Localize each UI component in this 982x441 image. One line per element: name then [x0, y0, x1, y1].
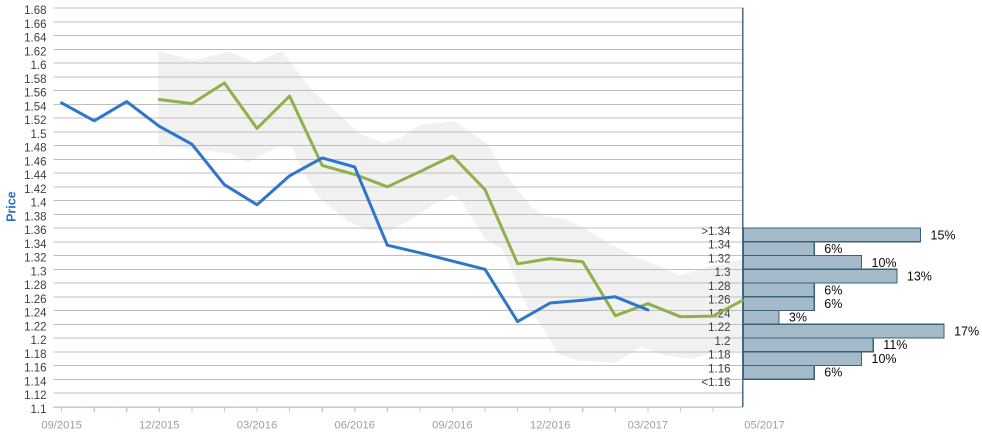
svg-text:1.46: 1.46: [24, 156, 46, 168]
svg-text:1.38: 1.38: [24, 211, 46, 223]
svg-text:1.36: 1.36: [24, 225, 46, 237]
svg-text:1.16: 1.16: [708, 363, 730, 375]
svg-text:1.22: 1.22: [24, 321, 46, 333]
svg-text:1.22: 1.22: [708, 322, 730, 334]
svg-text:Price: Price: [4, 191, 18, 222]
svg-text:>1.34: >1.34: [701, 226, 731, 238]
svg-text:6%: 6%: [824, 297, 842, 311]
svg-text:3%: 3%: [789, 311, 807, 325]
svg-text:1.26: 1.26: [708, 295, 730, 307]
svg-text:1.56: 1.56: [24, 88, 46, 100]
svg-text:1.6: 1.6: [31, 60, 47, 72]
svg-text:1.54: 1.54: [24, 101, 47, 113]
svg-text:1.3: 1.3: [31, 266, 47, 278]
svg-text:6%: 6%: [824, 366, 842, 380]
svg-text:1.4: 1.4: [31, 198, 48, 210]
svg-text:1.14: 1.14: [24, 376, 47, 388]
svg-text:15%: 15%: [931, 228, 956, 242]
svg-text:1.58: 1.58: [24, 74, 46, 86]
svg-text:13%: 13%: [907, 270, 932, 284]
svg-text:1.26: 1.26: [24, 294, 46, 306]
svg-text:09/2016: 09/2016: [432, 420, 472, 432]
svg-text:1.48: 1.48: [24, 143, 46, 155]
svg-text:1.28: 1.28: [708, 281, 730, 293]
svg-text:6%: 6%: [824, 283, 842, 297]
svg-text:1.2: 1.2: [31, 335, 47, 347]
svg-text:06/2016: 06/2016: [334, 420, 374, 432]
svg-text:1.24: 1.24: [24, 308, 47, 320]
svg-text:1.34: 1.34: [24, 239, 47, 251]
svg-text:10%: 10%: [872, 256, 897, 270]
svg-text:1.62: 1.62: [24, 46, 46, 58]
svg-text:<1.16: <1.16: [701, 377, 730, 389]
svg-text:1.18: 1.18: [708, 350, 730, 362]
svg-text:09/2015: 09/2015: [41, 420, 81, 432]
svg-text:1.32: 1.32: [708, 254, 730, 266]
svg-text:1.64: 1.64: [24, 33, 47, 45]
svg-text:1.66: 1.66: [24, 19, 46, 31]
svg-text:1.2: 1.2: [715, 336, 731, 348]
svg-text:03/2017: 03/2017: [628, 420, 668, 432]
svg-text:1.18: 1.18: [24, 349, 46, 361]
svg-text:11%: 11%: [883, 338, 907, 352]
svg-text:1.3: 1.3: [715, 267, 731, 279]
svg-text:1.24: 1.24: [708, 308, 731, 320]
svg-text:1.32: 1.32: [24, 253, 46, 265]
svg-text:1.16: 1.16: [24, 363, 46, 375]
svg-text:1.42: 1.42: [24, 184, 46, 196]
svg-text:17%: 17%: [954, 324, 979, 338]
svg-text:1.1: 1.1: [31, 404, 47, 416]
svg-text:1.68: 1.68: [24, 5, 46, 17]
svg-text:12/2015: 12/2015: [139, 420, 179, 432]
svg-text:12/2016: 12/2016: [530, 420, 570, 432]
svg-text:03/2016: 03/2016: [237, 420, 277, 432]
svg-text:6%: 6%: [824, 242, 842, 256]
svg-text:05/2017: 05/2017: [744, 420, 784, 432]
svg-text:1.5: 1.5: [31, 129, 47, 141]
svg-text:1.44: 1.44: [24, 170, 47, 182]
svg-text:1.52: 1.52: [24, 115, 46, 127]
svg-text:1.28: 1.28: [24, 280, 46, 292]
svg-text:10%: 10%: [872, 352, 897, 366]
svg-text:1.12: 1.12: [24, 390, 46, 402]
svg-text:1.34: 1.34: [708, 240, 731, 252]
